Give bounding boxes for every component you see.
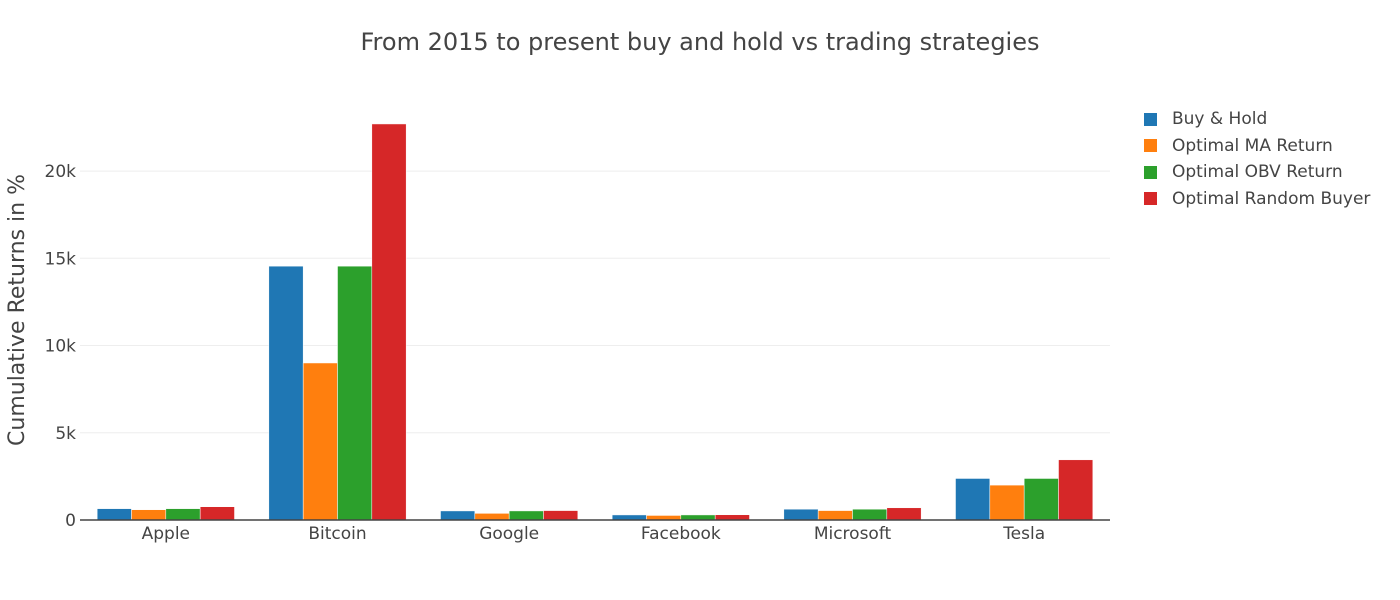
x-tick-label: Tesla bbox=[1002, 524, 1045, 544]
bar-tesla-optimal-obv-return[interactable] bbox=[1024, 478, 1058, 520]
bar-apple-optimal-random-buyer[interactable] bbox=[200, 507, 234, 520]
legend-item-optimal-obv-return[interactable]: Optimal OBV Return bbox=[1144, 159, 1370, 186]
bar-bitcoin-optimal-obv-return[interactable] bbox=[338, 266, 372, 520]
bar-bitcoin-optimal-random-buyer[interactable] bbox=[372, 124, 406, 520]
x-tick-label: Apple bbox=[142, 524, 190, 544]
bar-apple-buy-hold[interactable] bbox=[97, 509, 131, 520]
bar-facebook-optimal-obv-return[interactable] bbox=[681, 515, 715, 520]
y-tick-label: 0 bbox=[65, 511, 76, 531]
legend-item-buy-and-hold[interactable]: Buy & Hold bbox=[1144, 106, 1370, 133]
bar-google-optimal-random-buyer[interactable] bbox=[544, 511, 578, 520]
bar-microsoft-optimal-obv-return[interactable] bbox=[853, 509, 887, 520]
legend-label: Optimal OBV Return bbox=[1172, 162, 1343, 182]
legend-item-optimal-random-buyer[interactable]: Optimal Random Buyer bbox=[1144, 186, 1370, 213]
bar-bitcoin-buy-hold[interactable] bbox=[269, 266, 303, 520]
bar-google-optimal-ma-return[interactable] bbox=[475, 513, 509, 520]
x-tick-label: Google bbox=[479, 524, 539, 544]
legend-swatch bbox=[1144, 192, 1157, 205]
legend: Buy & Hold Optimal MA Return Optimal OBV… bbox=[1144, 106, 1370, 212]
bar-tesla-buy-hold[interactable] bbox=[956, 478, 990, 520]
chart-title: From 2015 to present buy and hold vs tra… bbox=[361, 28, 1040, 56]
bar-facebook-optimal-random-buyer[interactable] bbox=[715, 515, 749, 520]
bar-tesla-optimal-ma-return[interactable] bbox=[990, 485, 1024, 520]
legend-item-optimal-ma-return[interactable]: Optimal MA Return bbox=[1144, 133, 1370, 160]
x-tick-label: Bitcoin bbox=[308, 524, 366, 544]
bar-tesla-optimal-random-buyer[interactable] bbox=[1059, 460, 1093, 520]
legend-label: Optimal MA Return bbox=[1172, 136, 1333, 156]
y-tick-label: 20k bbox=[45, 162, 77, 182]
legend-swatch bbox=[1144, 113, 1157, 126]
y-tick-label: 15k bbox=[45, 249, 77, 269]
bar-apple-optimal-obv-return[interactable] bbox=[166, 509, 200, 520]
y-tick-label: 10k bbox=[45, 337, 77, 357]
bar-microsoft-optimal-ma-return[interactable] bbox=[818, 511, 852, 520]
bar-google-buy-hold[interactable] bbox=[441, 511, 475, 520]
bar-microsoft-buy-hold[interactable] bbox=[784, 509, 818, 520]
gridlines bbox=[80, 171, 1110, 433]
y-tick-label: 5k bbox=[55, 424, 76, 444]
legend-swatch bbox=[1144, 139, 1157, 152]
y-axis-label: Cumulative Returns in % bbox=[5, 174, 30, 446]
y-ticks: 0 5k 10k 15k 20k bbox=[45, 162, 77, 531]
legend-swatch bbox=[1144, 166, 1157, 179]
legend-label: Optimal Random Buyer bbox=[1172, 189, 1370, 209]
bar-apple-optimal-ma-return[interactable] bbox=[132, 510, 166, 520]
bars bbox=[97, 124, 1093, 520]
bar-facebook-buy-hold[interactable] bbox=[612, 515, 646, 520]
x-tick-label: Facebook bbox=[641, 524, 721, 544]
bar-google-optimal-obv-return[interactable] bbox=[509, 511, 543, 520]
bar-bitcoin-optimal-ma-return[interactable] bbox=[303, 363, 337, 520]
x-ticks: Apple Bitcoin Google Facebook Microsoft Tesla bbox=[142, 524, 1046, 544]
legend-label: Buy & Hold bbox=[1172, 109, 1267, 129]
bar-microsoft-optimal-random-buyer[interactable] bbox=[887, 508, 921, 520]
x-tick-label: Microsoft bbox=[814, 524, 892, 544]
